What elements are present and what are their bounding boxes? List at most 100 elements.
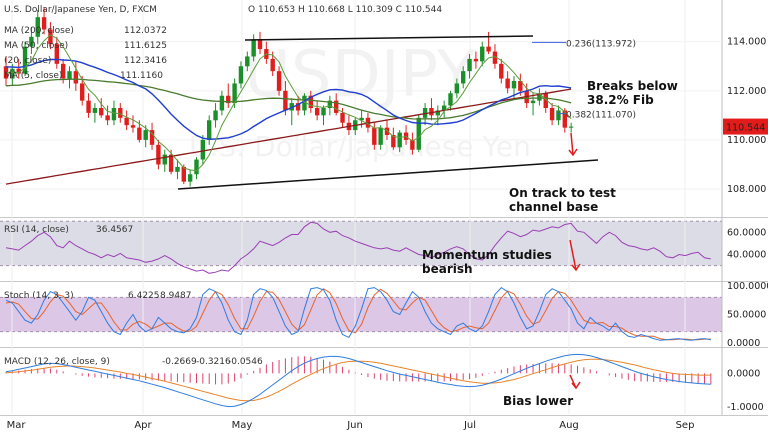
candle-body	[213, 110, 218, 121]
candle-body	[226, 95, 231, 104]
candle-body	[156, 144, 161, 165]
candle-body	[232, 83, 237, 104]
candle-body	[499, 63, 504, 79]
candle-body	[105, 115, 110, 121]
candle-body	[187, 174, 193, 182]
stoch-tick-label: 50.0000	[727, 310, 766, 321]
candle-body	[124, 117, 129, 126]
candle-body	[60, 63, 66, 79]
stoch-d-value: 8.9487	[160, 291, 192, 301]
candle-body	[480, 46, 485, 62]
candle-body	[295, 103, 301, 111]
candle-body	[16, 68, 21, 74]
candle-body	[175, 166, 180, 172]
candle-body	[334, 100, 339, 113]
annotation-momentum: Momentum studies	[422, 248, 552, 262]
annotation-bias: Bias lower	[503, 394, 573, 408]
candle-body	[80, 83, 85, 101]
ma-legend-label: (20, close)	[4, 56, 51, 66]
candle-body	[289, 103, 294, 111]
candle-body	[314, 108, 320, 116]
rsi-tick-label: 60.0000	[727, 227, 766, 238]
candle-body	[461, 71, 466, 84]
candle-body	[568, 126, 574, 128]
price-tick-label: 114.000	[727, 37, 766, 48]
indicator-series	[5, 221, 712, 408]
macd-label: MACD (12, 26, close, 9)	[4, 357, 110, 367]
rsi-tick-label: 40.0000	[727, 249, 766, 260]
rsi-line	[5, 221, 711, 274]
ma-legend-value: 111.6125	[124, 41, 167, 51]
candle-body	[505, 78, 510, 89]
candle-body	[397, 132, 402, 148]
macd-signal-value: -0.0546	[228, 357, 263, 367]
candle-body	[149, 130, 155, 145]
stoch-tick-label: 0.0000	[727, 338, 760, 349]
candle-body	[270, 58, 275, 72]
candle-body	[41, 17, 47, 30]
moving-average-lines	[5, 34, 572, 185]
x-tick-label: Mar	[7, 420, 27, 431]
ohlc-readout: O 110.653 H 110.668 L 110.309 C 110.544	[248, 5, 442, 15]
panel-backgrounds	[0, 0, 768, 416]
ma-legend-value: 111.1160	[120, 71, 163, 81]
candle-body	[73, 71, 79, 84]
candle-body	[372, 127, 377, 145]
candle-body	[321, 108, 326, 116]
candle-body	[54, 44, 59, 64]
channel-base-line	[177, 159, 599, 190]
candle-body	[511, 81, 517, 89]
red-arrow-head	[568, 148, 578, 157]
macd-tick-label: 0.0000	[727, 368, 760, 379]
last-price-badge	[723, 118, 768, 135]
candle-body	[384, 127, 390, 135]
stoch-k-line	[5, 286, 711, 341]
ma-legend-label: MA (50, close)	[4, 41, 68, 51]
stoch-d-line	[5, 288, 711, 341]
channel-trendlines	[177, 35, 599, 190]
candle-body	[492, 51, 498, 64]
candle-body	[245, 56, 250, 67]
candle-body	[207, 120, 212, 140]
candle-body	[543, 93, 548, 108]
price-tick-label: 110.000	[727, 135, 766, 146]
candle-body	[29, 36, 34, 47]
ma50-line	[5, 78, 572, 120]
annotation-channel-base: On track to test	[509, 186, 616, 200]
x-tick-label: Apr	[134, 420, 152, 431]
macd-tick-label: -1.0000	[727, 402, 764, 413]
ma5-line	[5, 34, 572, 172]
red-arrow-head	[571, 381, 581, 390]
candle-body	[327, 100, 333, 108]
candle-body	[257, 39, 263, 50]
candle-body	[194, 159, 199, 175]
candle-body	[92, 108, 98, 113]
candle-body	[441, 105, 447, 111]
candle-body	[276, 71, 282, 91]
candle-body	[181, 166, 186, 182]
price-tick-label: 112.000	[727, 86, 766, 97]
macd-signal-line	[5, 358, 711, 402]
candle-body	[200, 139, 206, 160]
annotation-momentum: bearish	[422, 262, 473, 276]
candle-body	[562, 110, 567, 128]
axis-ticks: Mar Apr May Jun Jul Aug Sep 114.000 112.000 110.0…	[7, 37, 768, 431]
candle-body	[435, 110, 440, 116]
candle-body	[48, 29, 53, 45]
candle-body	[530, 100, 536, 104]
macd-value: -0.3216	[196, 357, 231, 367]
candle-body	[486, 46, 491, 52]
candle-body	[10, 68, 15, 79]
red-arrow-shaft	[569, 239, 577, 271]
last-price-label: 110.544	[726, 123, 765, 134]
watermark: USDJPY U.S. Dollar/Japanese Yen	[189, 38, 531, 163]
ma-legend-value: 112.3416	[124, 56, 167, 66]
candle-body	[422, 108, 428, 118]
candle-body	[549, 108, 555, 121]
candle-body	[416, 117, 421, 150]
candle-body	[308, 95, 313, 108]
candle-body	[340, 112, 345, 123]
candle-body	[251, 39, 256, 57]
annotation-channel-base: channel base	[509, 200, 598, 214]
